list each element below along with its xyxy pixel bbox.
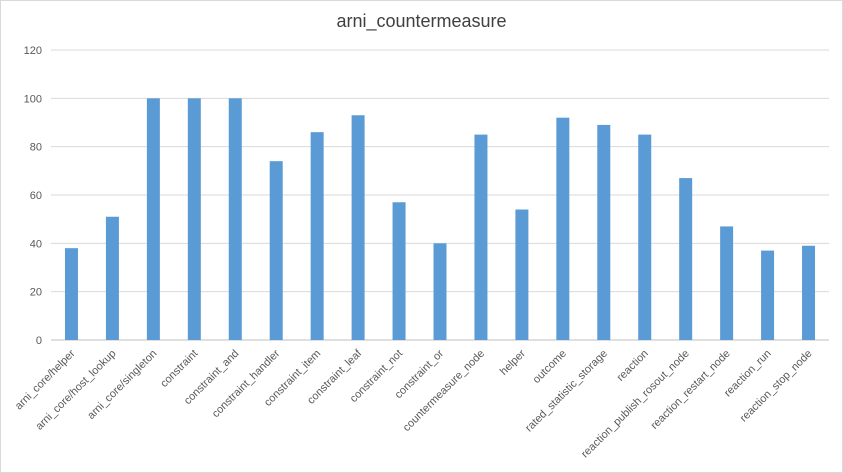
y-axis-ticks: 0 20 40 60 80 100 120 [24,45,42,347]
bar-reaction-run [761,250,775,340]
bar-reaction [638,134,652,340]
x-tick-label: countermeasure_node [401,348,487,434]
x-tick-label: outcome [531,348,569,386]
y-tick-label: 0 [36,335,42,347]
bar-constraint-handler [269,161,283,340]
x-tick-label: arni_core/host_lookup [34,348,119,433]
bar-reaction-publish-rosout-node [679,178,693,340]
x-tick-label: constraint_handler [210,347,283,420]
y-tick-label: 100 [24,93,42,105]
bar-helper [515,209,529,340]
bar-arni-core-singleton [146,98,160,340]
y-tick-label: 20 [30,287,42,299]
bar-outcome [556,117,570,341]
y-tick-label: 60 [30,190,42,202]
x-tick-label: reaction_stop_node [738,348,815,425]
y-tick-label: 40 [30,238,42,250]
bar-constraint-leaf [351,115,365,340]
bar-constraint [187,98,201,340]
bar-constraint-and [228,98,242,340]
bar-constraint-or [433,243,447,340]
y-tick-label: 120 [24,45,42,57]
chart-title: arni_countermeasure [336,11,507,31]
bar-arni-core-helper [64,248,78,340]
bar-reaction-restart-node [720,226,734,340]
x-tick-label: rated_statistic_storage [523,348,610,435]
bars [64,98,816,341]
x-axis-labels: arni_core/helperarni_core/host_lookuparn… [13,347,815,460]
x-tick-label: reaction [615,348,651,384]
bar-reaction-stop-node [802,245,816,340]
bar-constraint-item [310,132,324,340]
bar-constraint-not [392,202,406,340]
y-tick-label: 80 [30,142,42,154]
x-tick-label: constraint [158,348,200,390]
x-tick-label: reaction_restart_node [649,348,733,432]
bar-arni-core-host-lookup [105,216,119,340]
bar-countermeasure-node [474,134,488,340]
x-tick-label: arni_core/singleton [85,348,159,422]
x-tick-label: helper [498,347,528,377]
bar-rated-statistic-storage [597,124,611,341]
